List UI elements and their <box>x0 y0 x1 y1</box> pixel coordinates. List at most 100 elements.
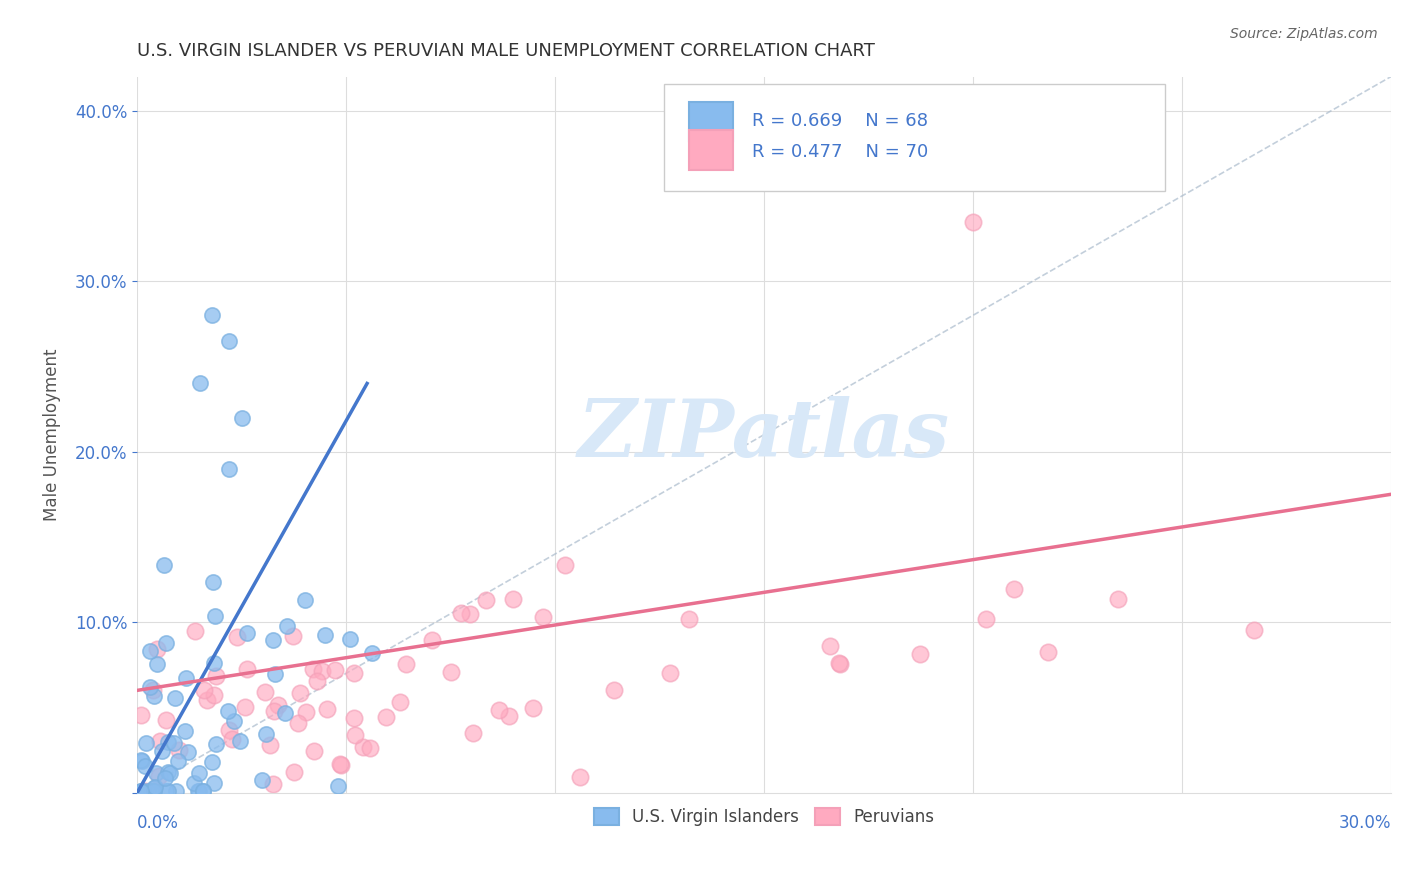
Text: 30.0%: 30.0% <box>1339 814 1391 832</box>
Point <box>218 723 240 738</box>
Point <box>155 636 177 650</box>
Point <box>352 739 374 754</box>
Point <box>153 771 176 785</box>
Point <box>323 663 346 677</box>
Point <box>359 741 381 756</box>
Point <box>463 726 485 740</box>
Point <box>288 685 311 699</box>
Point <box>820 639 842 653</box>
Point <box>150 744 173 758</box>
Text: R = 0.669    N = 68: R = 0.669 N = 68 <box>752 112 928 130</box>
Text: 0.0%: 0.0% <box>138 814 179 832</box>
Point <box>250 772 273 787</box>
Point <box>522 700 544 714</box>
Point <box>498 708 520 723</box>
Point <box>374 709 396 723</box>
Point <box>266 698 288 712</box>
Y-axis label: Male Unemployment: Male Unemployment <box>44 349 60 521</box>
Point <box>305 674 328 689</box>
Text: Source: ZipAtlas.com: Source: ZipAtlas.com <box>1230 27 1378 41</box>
Point <box>191 784 214 798</box>
Point <box>254 727 277 741</box>
Point <box>202 575 225 590</box>
Point <box>395 657 418 671</box>
Point <box>1002 582 1025 597</box>
Point <box>962 214 984 228</box>
Point <box>165 690 187 705</box>
Point <box>554 558 576 573</box>
Point <box>218 334 240 348</box>
Point <box>302 744 325 758</box>
Point <box>132 784 155 798</box>
Point <box>155 784 177 798</box>
Point <box>177 745 200 759</box>
Point <box>155 714 177 728</box>
Point <box>458 607 481 621</box>
Point <box>287 715 309 730</box>
Point <box>236 626 259 640</box>
Point <box>276 619 298 633</box>
Point <box>131 784 153 798</box>
Point <box>450 606 472 620</box>
Point <box>360 646 382 660</box>
Point <box>202 689 225 703</box>
Point <box>183 776 205 790</box>
Point <box>274 706 297 720</box>
Point <box>167 743 190 757</box>
Point <box>974 612 997 626</box>
Point <box>283 764 305 779</box>
Point <box>201 756 224 770</box>
Point <box>262 777 284 791</box>
Point <box>1036 644 1059 658</box>
Point <box>205 737 228 751</box>
Point <box>174 672 197 686</box>
Point <box>388 694 411 708</box>
Point <box>157 764 180 779</box>
Point <box>141 784 163 798</box>
Point <box>314 628 336 642</box>
Point <box>343 666 366 681</box>
Point <box>131 753 153 767</box>
Point <box>139 644 162 658</box>
Point <box>678 612 700 626</box>
Point <box>488 702 510 716</box>
Point <box>222 714 245 729</box>
Point <box>152 558 174 573</box>
Point <box>231 410 253 425</box>
Point <box>343 711 366 725</box>
Point <box>163 736 186 750</box>
Point <box>149 734 172 748</box>
Point <box>159 766 181 780</box>
Point <box>910 648 932 662</box>
Point <box>146 657 169 671</box>
Point <box>295 706 318 720</box>
Point <box>302 662 325 676</box>
Point <box>439 665 461 680</box>
Point <box>166 784 188 798</box>
Text: R = 0.477    N = 70: R = 0.477 N = 70 <box>752 144 928 161</box>
Point <box>143 780 166 795</box>
Text: U.S. VIRGIN ISLANDER VS PERUVIAN MALE UNEMPLOYMENT CORRELATION CHART: U.S. VIRGIN ISLANDER VS PERUVIAN MALE UN… <box>138 42 875 60</box>
Point <box>184 624 207 638</box>
Point <box>658 666 681 681</box>
Point <box>142 683 165 698</box>
FancyBboxPatch shape <box>689 130 733 169</box>
Point <box>145 780 167 794</box>
Point <box>173 723 195 738</box>
Point <box>263 704 285 718</box>
Point <box>131 784 153 798</box>
Point <box>262 633 284 648</box>
Point <box>420 633 443 648</box>
Point <box>1107 592 1129 607</box>
Point <box>502 592 524 607</box>
Point <box>217 704 239 718</box>
Point <box>146 641 169 656</box>
Point <box>136 784 159 798</box>
Point <box>188 784 211 798</box>
Point <box>339 632 361 646</box>
Point <box>131 707 153 722</box>
Point <box>188 376 211 391</box>
Point <box>134 784 156 798</box>
Point <box>830 657 852 671</box>
Point <box>134 758 156 772</box>
